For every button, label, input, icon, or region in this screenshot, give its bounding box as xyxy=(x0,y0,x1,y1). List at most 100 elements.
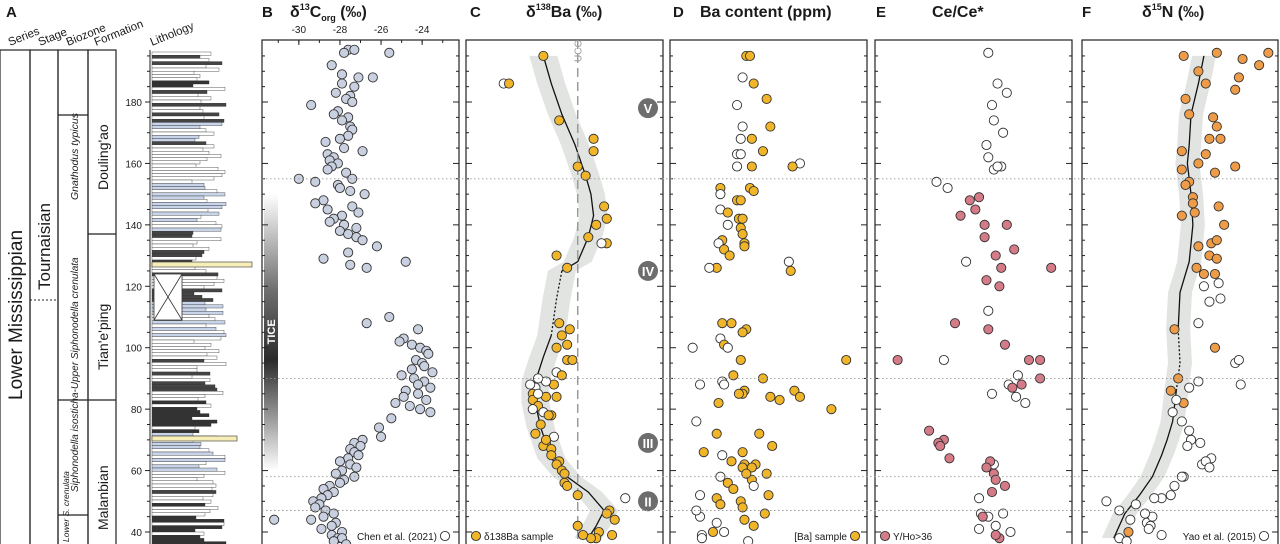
lithology-bed xyxy=(151,176,215,181)
data-point xyxy=(763,490,774,501)
data-point xyxy=(726,318,737,329)
lithology-bed xyxy=(151,493,214,498)
lithology-bed xyxy=(151,400,207,405)
interval-marker xyxy=(638,260,658,281)
data-point xyxy=(983,47,994,58)
legend-marker xyxy=(439,530,451,542)
data-point xyxy=(572,161,583,172)
lithology-bed xyxy=(151,403,212,408)
data-point xyxy=(737,121,748,132)
data-point xyxy=(1237,53,1248,65)
data-point xyxy=(698,447,709,458)
data-point xyxy=(1230,84,1241,95)
data-point xyxy=(726,456,737,467)
data-point xyxy=(572,520,583,531)
lithology-bed xyxy=(151,365,198,370)
data-point xyxy=(979,232,990,243)
data-point xyxy=(588,133,599,144)
lithology-bed xyxy=(151,250,205,254)
data-point xyxy=(390,397,401,409)
data-point xyxy=(316,523,327,534)
lithology-bed xyxy=(151,483,217,488)
lithology-bed xyxy=(151,147,204,152)
tice-bar xyxy=(264,194,278,471)
data-point xyxy=(722,342,733,353)
data-point xyxy=(981,275,992,286)
lithology-bed xyxy=(151,487,213,491)
data-point xyxy=(691,416,702,427)
lithology-bed xyxy=(151,506,219,510)
data-point xyxy=(754,428,765,439)
tice-label: TICE xyxy=(266,319,278,344)
data-point xyxy=(748,78,759,89)
data-point xyxy=(318,253,329,264)
data-point xyxy=(334,133,345,144)
data-point xyxy=(1184,425,1195,436)
interval-marker xyxy=(638,432,658,453)
data-point xyxy=(974,192,985,203)
data-point xyxy=(1209,167,1221,178)
data-point xyxy=(746,161,757,172)
lithology-bed xyxy=(151,237,222,242)
data-point xyxy=(1193,66,1204,77)
data-point xyxy=(572,490,583,501)
data-point xyxy=(1012,370,1023,381)
data-point xyxy=(351,462,362,473)
data-point xyxy=(765,391,776,402)
data-point xyxy=(990,250,1001,261)
data-point xyxy=(620,493,631,504)
interval-label: V xyxy=(644,101,653,116)
lithology-bed xyxy=(151,198,208,203)
panel-b: B δ13Corg (‰) -30 -28 -26 -24 Chen et al. (2… xyxy=(261,2,460,544)
lithology-bed xyxy=(151,261,253,268)
data-point xyxy=(322,204,333,215)
data-point xyxy=(717,450,728,461)
data-point xyxy=(743,536,754,544)
lithology-bed xyxy=(151,138,196,142)
data-point xyxy=(970,204,981,215)
data-point xyxy=(1176,164,1187,175)
data-point xyxy=(722,219,733,230)
data-point xyxy=(1193,376,1204,387)
data-point xyxy=(1139,508,1151,519)
data-point xyxy=(787,161,798,172)
data-point xyxy=(992,78,1003,89)
lithology-bed xyxy=(151,240,198,245)
data-point xyxy=(1167,407,1178,418)
lithology-bed xyxy=(151,362,227,366)
data-point xyxy=(998,508,1009,519)
lithology-bed xyxy=(151,419,218,424)
lithology-bed xyxy=(151,413,210,418)
data-point xyxy=(695,490,706,501)
data-point xyxy=(715,189,726,200)
lithology-bed xyxy=(151,381,206,386)
lithology-bed xyxy=(151,448,210,453)
data-point xyxy=(748,520,759,531)
stage-label: Tournaisian xyxy=(35,203,54,290)
lithology-bed xyxy=(151,179,193,184)
data-point xyxy=(1189,207,1200,218)
data-point xyxy=(1165,385,1176,396)
data-point xyxy=(739,514,750,525)
data-point xyxy=(1208,112,1219,123)
lithology-bed xyxy=(151,464,200,469)
data-point xyxy=(1176,210,1187,221)
data-point xyxy=(994,281,1005,292)
data-point xyxy=(413,324,424,335)
data-point xyxy=(695,379,706,390)
data-point xyxy=(551,250,562,261)
panel-title-e: Ce/Ce* xyxy=(932,4,984,21)
lithology-bed xyxy=(151,503,206,507)
lithology-bed xyxy=(151,519,225,523)
data-point xyxy=(310,176,321,187)
lithology-bed xyxy=(151,189,218,194)
data-point xyxy=(1180,93,1191,104)
lithology-bed xyxy=(151,451,214,456)
data-point xyxy=(955,210,966,221)
lithology-bed xyxy=(151,118,225,123)
lithology-bed xyxy=(151,355,218,360)
height-tick-label: 160 xyxy=(125,159,142,170)
data-point xyxy=(503,78,515,89)
panel-frame xyxy=(874,39,1073,544)
